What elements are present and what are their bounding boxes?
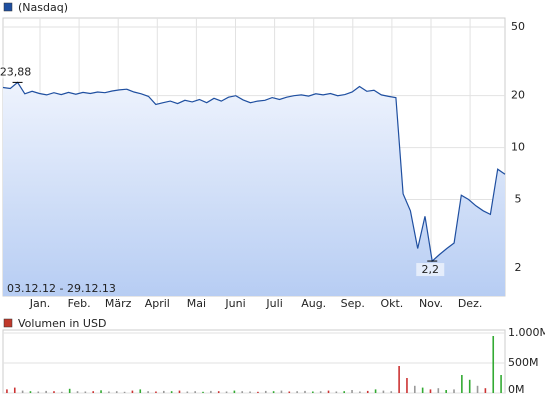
y-tick-label: 1.000M xyxy=(508,326,545,339)
volume-bar xyxy=(468,379,471,393)
volume-bar xyxy=(492,336,495,393)
annotation-bg xyxy=(416,263,445,277)
volume-bar xyxy=(131,390,134,393)
volume-bar xyxy=(429,389,432,393)
volume-bar xyxy=(398,366,400,393)
x-tick-label: Jan. xyxy=(29,297,50,310)
volume-bar xyxy=(210,390,212,393)
volume-bar xyxy=(374,389,377,393)
legend-swatch xyxy=(3,2,13,12)
volume-bar xyxy=(406,378,408,393)
x-tick-label: Juni xyxy=(224,297,245,310)
x-tick-label: Sep. xyxy=(341,297,365,310)
volume-bar xyxy=(108,391,110,393)
volume-bar xyxy=(382,390,385,393)
volume-bar xyxy=(288,391,291,393)
legend-swatch xyxy=(3,318,13,328)
price-area xyxy=(3,82,505,297)
volume-bar xyxy=(359,391,361,393)
volume-bar xyxy=(343,391,346,393)
volume-bar xyxy=(68,388,71,393)
volume-bar xyxy=(241,391,244,393)
legend-label: (Nasdaq) xyxy=(18,1,68,14)
volume-bar xyxy=(351,390,353,393)
volume-bar xyxy=(304,390,306,393)
volume-bar xyxy=(178,390,181,393)
volume-bar xyxy=(186,391,189,393)
volume-bar xyxy=(280,390,283,393)
volume-bar xyxy=(437,388,440,393)
x-tick-label: Feb. xyxy=(68,297,91,310)
x-tick-label: Nov. xyxy=(419,297,443,310)
volume-bar xyxy=(45,390,47,393)
volume-bar xyxy=(233,390,236,393)
volume-bar xyxy=(100,390,102,393)
volume-bar xyxy=(194,391,196,393)
legend-label: Volumen in USD xyxy=(18,317,106,330)
volume-bar xyxy=(296,391,298,393)
x-tick-label: Dez. xyxy=(458,297,483,310)
volume-bar xyxy=(225,391,228,393)
y-tick-label: 5 xyxy=(515,193,522,206)
volume-bar xyxy=(421,387,424,393)
volume-bar xyxy=(76,391,79,393)
volume-bar xyxy=(170,391,173,393)
volume-bar xyxy=(476,385,479,393)
volume-bar xyxy=(37,391,40,393)
volume-bar xyxy=(29,391,32,393)
annotation: 23,88 xyxy=(0,65,31,78)
volume-bar xyxy=(327,390,330,393)
volume-bar xyxy=(445,390,447,393)
volume-bar xyxy=(123,391,126,393)
volume-bar xyxy=(84,391,87,393)
volume-bar xyxy=(6,389,8,393)
volume-bar xyxy=(92,391,95,393)
x-tick-label: Okt. xyxy=(380,297,403,310)
volume-bar xyxy=(366,390,369,393)
x-tick-label: Aug. xyxy=(301,297,326,310)
volume-bar xyxy=(257,391,259,393)
x-tick-label: Mai xyxy=(187,297,206,310)
volume-bar xyxy=(249,391,251,393)
volume-bar xyxy=(272,391,275,393)
volume-bar xyxy=(500,375,502,393)
volume-bar xyxy=(319,391,322,393)
volume-bar xyxy=(139,389,142,393)
volume-bar xyxy=(312,391,314,393)
volume-bar xyxy=(202,391,204,393)
volume-bar xyxy=(115,391,118,393)
x-tick-label: Juli xyxy=(265,297,282,310)
date-range: 03.12.12 - 29.12.13 xyxy=(7,282,116,295)
volume-bar xyxy=(390,391,393,393)
volume-bar xyxy=(53,391,55,393)
volume-bar xyxy=(461,375,463,393)
volume-bar xyxy=(147,391,149,393)
volume-bar xyxy=(13,387,16,393)
annotation-bg xyxy=(1,65,30,79)
y-tick-label: 0M xyxy=(508,383,525,396)
x-tick-label: März xyxy=(105,297,132,310)
volume-bar xyxy=(21,390,24,393)
volume-bar xyxy=(484,388,487,393)
volume-plot-frame xyxy=(2,329,506,394)
volume-bar xyxy=(61,391,63,393)
annotation: 2,2 xyxy=(421,263,439,276)
volume-bar xyxy=(413,385,416,393)
volume-bar xyxy=(264,390,267,393)
y-tick-label: 2 xyxy=(515,261,522,274)
y-tick-label: 10 xyxy=(511,141,525,154)
volume-bar xyxy=(217,391,220,393)
y-tick-label: 20 xyxy=(511,89,525,102)
volume-bar xyxy=(335,391,338,393)
volume-bar xyxy=(155,391,157,393)
y-tick-label: 500M xyxy=(508,356,539,369)
price-line xyxy=(2,81,506,263)
volume-bar xyxy=(162,390,165,393)
x-tick-label: April xyxy=(145,297,170,310)
volume-bar xyxy=(453,389,455,393)
y-tick-label: 50 xyxy=(511,20,525,33)
